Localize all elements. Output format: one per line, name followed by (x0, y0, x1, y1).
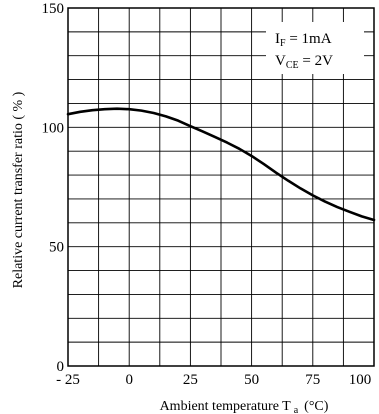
y-tick-label: 50 (49, 240, 64, 256)
y-tick-label: 150 (42, 1, 65, 17)
x-tick-labels: - 25 0 25 50 75 100 (56, 372, 371, 388)
x-tick-label: 25 (183, 372, 198, 388)
annotation-vce-main: V (275, 53, 286, 69)
x-axis-label-unit: (°C) (304, 399, 329, 414)
annotation-vce-rest: = 2V (299, 53, 333, 69)
x-axis-label-sub: a (294, 405, 299, 414)
annotation-vce-sub: CE (286, 60, 299, 71)
y-tick-label: 0 (57, 359, 65, 375)
y-axis-label: Relative current transfer ratio ( % ) (11, 91, 26, 288)
legend-bg (266, 22, 364, 74)
x-tick-label: 75 (305, 372, 320, 388)
legend-box: IF = 1mA VCE = 2V (266, 22, 364, 74)
annotation-vce: VCE = 2V (275, 53, 333, 71)
x-tick-label: 50 (244, 372, 259, 388)
plot-frame (67, 7, 375, 367)
x-tick-label: 0 (125, 372, 133, 388)
annotation-if-sub: F (280, 38, 286, 49)
annotation-if-rest: = 1mA (286, 31, 332, 47)
x-axis-label-main: Ambient temperature T (160, 399, 292, 414)
y-tick-labels: 0 50 100 150 (42, 1, 65, 375)
x-tick-label: - 25 (56, 372, 80, 388)
annotation-if: IF = 1mA (275, 31, 332, 49)
x-tick-label: 100 (349, 372, 372, 388)
y-tick-label: 100 (42, 120, 65, 136)
annotation-if-main: I (275, 31, 280, 47)
series-line (66, 107, 376, 222)
